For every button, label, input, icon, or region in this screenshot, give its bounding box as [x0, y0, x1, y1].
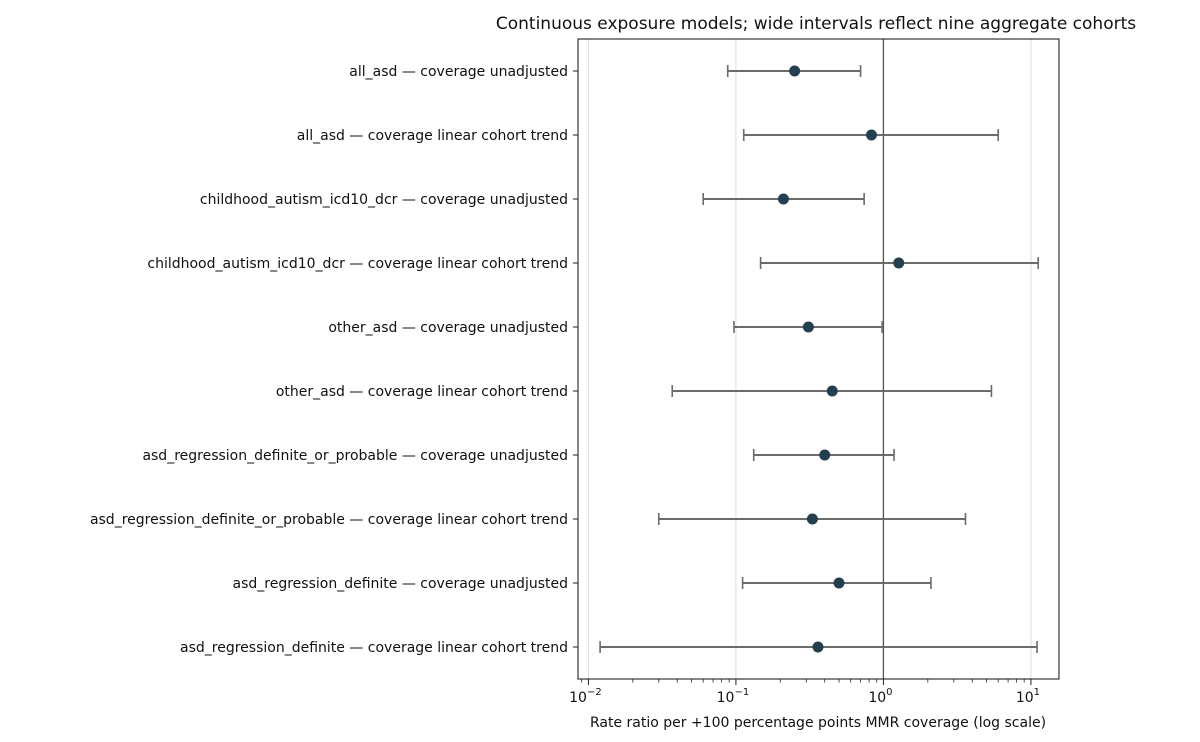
point-estimate [806, 513, 818, 525]
forest-row: all_asd — coverage unadjusted [349, 64, 862, 80]
row-label: asd_regression_definite — coverage unadj… [233, 576, 568, 592]
x-tick-base: 10 [868, 690, 886, 706]
data-rows: all_asd — coverage unadjusted all_asd — c… [90, 64, 1039, 656]
row-label: other_asd — coverage linear cohort trend [276, 384, 568, 400]
x-tick-base: 10 [717, 690, 735, 706]
point-estimate [777, 193, 789, 205]
row-label: childhood_autism_icd10_dcr — coverage un… [200, 192, 568, 208]
row-label: other_asd — coverage unadjusted [328, 320, 568, 336]
point-estimate [865, 129, 877, 141]
point-estimate [812, 641, 824, 653]
x-tick-base: 10 [1016, 690, 1034, 706]
row-label: asd_regression_definite_or_probable — co… [142, 448, 568, 464]
row-label: asd_regression_definite — coverage linea… [180, 640, 568, 656]
x-tick-label: 100 [868, 687, 892, 706]
x-axis-ticks: 10−2 10−1 100 101 [569, 679, 1040, 706]
row-label: all_asd — coverage linear cohort trend [297, 128, 568, 144]
x-tick-base: 10 [569, 690, 587, 706]
x-tick-exponent: −1 [734, 687, 749, 698]
forest-row: childhood_autism_icd10_dcr — coverage un… [200, 192, 865, 208]
forest-row: other_asd — coverage linear cohort trend [276, 384, 993, 400]
forest-row: asd_regression_definite_or_probable — co… [142, 448, 895, 464]
point-estimate [819, 449, 831, 461]
point-estimate [833, 577, 845, 589]
forest-row: other_asd — coverage unadjusted [328, 320, 883, 336]
x-axis-label: Rate ratio per +100 percentage points MM… [590, 715, 1046, 731]
chart-title: Continuous exposure models; wide interva… [496, 14, 1136, 34]
x-tick-label: 101 [1016, 687, 1040, 706]
row-label: all_asd — coverage unadjusted [349, 64, 568, 80]
forest-row: asd_regression_definite — coverage unadj… [233, 576, 932, 592]
point-estimate [789, 65, 801, 77]
forest-row: asd_regression_definite — coverage linea… [180, 640, 1038, 656]
point-estimate [826, 385, 838, 397]
x-tick-exponent: 1 [1034, 687, 1040, 698]
forest-row: asd_regression_definite_or_probable — co… [90, 512, 967, 528]
forest-row: all_asd — coverage linear cohort trend [297, 128, 1000, 144]
forest-row: childhood_autism_icd10_dcr — coverage li… [147, 256, 1039, 272]
row-label: childhood_autism_icd10_dcr — coverage li… [147, 256, 568, 272]
point-estimate [893, 257, 905, 269]
row-label: asd_regression_definite_or_probable — co… [90, 512, 568, 528]
x-tick-exponent: 0 [886, 687, 892, 698]
x-tick-label: 10−2 [569, 687, 602, 706]
point-estimate [802, 321, 814, 333]
x-tick-label: 10−1 [717, 687, 750, 706]
x-tick-exponent: −2 [587, 687, 602, 698]
plot-frame [577, 38, 1060, 680]
